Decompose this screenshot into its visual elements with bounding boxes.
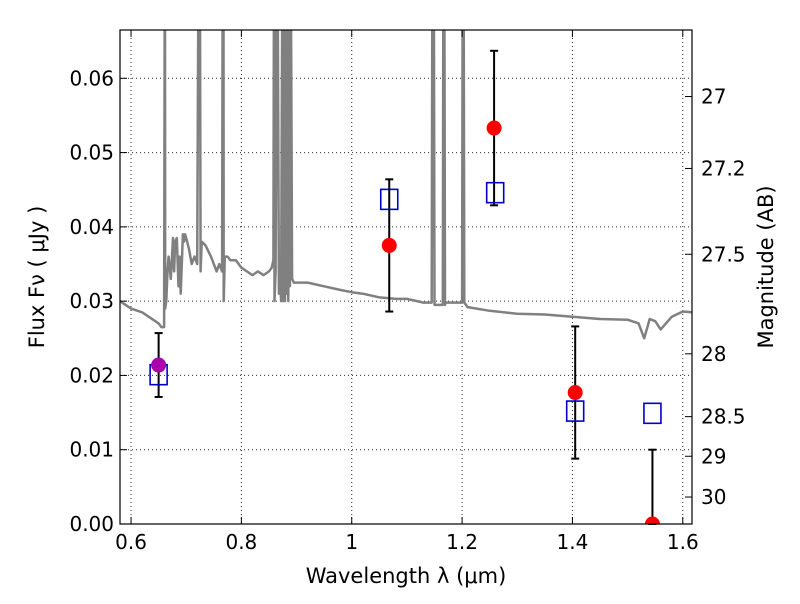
x-tick-label: 1.2 [446,530,478,554]
model-layer [149,181,662,425]
y-tick-label: 0.05 [69,141,114,165]
spectrum-layer [120,30,692,340]
x-axis-title: Wavelength λ (μm) [306,564,507,588]
y-tick-label: 0.06 [69,66,114,90]
grid-layer [120,30,692,524]
x-tick-label: 0.6 [115,530,147,554]
observed-flux-point [567,385,583,401]
point-layer [151,120,660,524]
y-tick-label: 0.04 [69,215,114,239]
y-tick-label: 0.00 [69,512,114,536]
magnitude-tick-label: 27.5 [701,242,746,266]
plot-frame [119,29,693,525]
magnitude-axis-title: Magnitude (AB) [754,185,778,348]
model-flux-square [643,402,662,425]
model-spectrum-line [120,30,692,340]
y-tick-label: 0.01 [69,438,114,462]
magnitude-tick-label: 29 [701,444,726,468]
magnitude-tick-label: 27 [701,85,726,109]
x-tick-label: 1 [345,530,358,554]
errorbar-layer [154,49,657,525]
observed-flux-point [381,237,397,253]
magnitude-tick-label: 28 [701,342,726,366]
observed-flux-point [486,120,502,136]
y-tick-label: 0.02 [69,363,114,387]
tick-layer: 0.6 0.8 1 1.2 1.4 1.6 0.00 0.01 0.02 0.03 0.04 0.05… [69,30,746,554]
x-tick-label: 0.8 [225,530,257,554]
x-tick-label: 1.6 [667,530,699,554]
model-flux-square [379,188,399,211]
observed-flux-point [644,516,660,524]
x-tick-label: 1.4 [557,530,589,554]
y-axis-title: Flux Fν ( μJy ) [25,206,49,349]
magnitude-tick-label: 28.5 [701,405,746,429]
y-tick-label: 0.03 [69,289,114,313]
magnitude-tick-label: 30 [701,485,726,509]
model-flux-square [485,181,505,204]
model-flux-square [565,400,585,422]
magnitude-tick-label: 27.2 [701,156,746,180]
observed-flux-point [151,357,167,373]
